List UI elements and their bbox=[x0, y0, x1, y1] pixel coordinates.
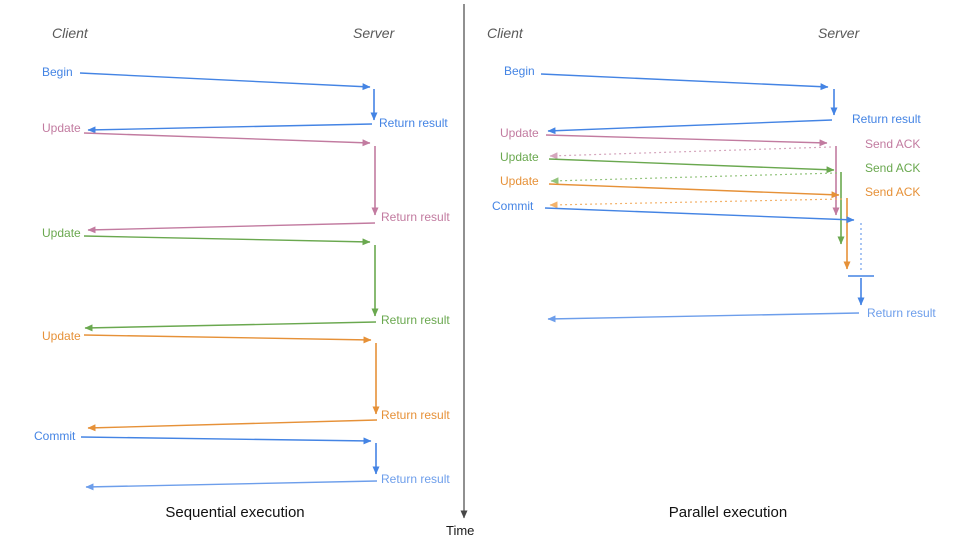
par-update1-ack-line bbox=[549, 146, 832, 160]
seq-begin-label: Begin bbox=[42, 65, 73, 79]
par-commit-return-line bbox=[547, 312, 860, 323]
seq-update3-request-line bbox=[83, 334, 372, 344]
seq-commit-label: Commit bbox=[34, 429, 76, 443]
par-begin-return-line bbox=[547, 119, 833, 135]
seq-commit-return-line bbox=[85, 480, 378, 491]
par-update2-ack-line bbox=[550, 172, 838, 185]
par-commit-return-label: Return result bbox=[867, 306, 936, 320]
par-update2-request-line bbox=[548, 158, 835, 174]
par-update2-label: Update bbox=[500, 150, 539, 164]
par-update3-request-line bbox=[548, 183, 840, 199]
seq-commit-return-label: Return result bbox=[381, 472, 450, 486]
seq-begin-return-label: Return result bbox=[379, 116, 448, 130]
par-update2-ack-label: Send ACK bbox=[865, 161, 921, 175]
par-begin-request-line bbox=[540, 73, 829, 91]
seq-update1-request-line bbox=[83, 132, 371, 147]
par-update3-ack-label: Send ACK bbox=[865, 185, 921, 199]
par-commit-label: Commit bbox=[492, 199, 534, 213]
par-begin-label: Begin bbox=[504, 64, 535, 78]
seq-commit-request-line bbox=[80, 436, 372, 445]
seq-update3-label: Update bbox=[42, 329, 81, 343]
par-update1-request-line bbox=[545, 134, 828, 147]
seq-client-heading: Client bbox=[52, 25, 88, 41]
par-update1-label: Update bbox=[500, 126, 539, 140]
par-client-heading: Client bbox=[487, 25, 523, 41]
seq-server-heading: Server bbox=[353, 25, 395, 41]
seq-panel-caption: Sequential execution bbox=[165, 504, 305, 521]
seq-update1-label: Update bbox=[42, 121, 81, 135]
seq-begin-request-line bbox=[79, 72, 371, 91]
par-panel-caption: Parallel execution bbox=[668, 504, 788, 521]
par-commit-request-line bbox=[544, 207, 855, 224]
seq-update1-return-line bbox=[87, 222, 376, 234]
seq-update2-label: Update bbox=[42, 226, 81, 240]
seq-update2-return-line bbox=[84, 321, 377, 332]
seq-update2-return-label: Return result bbox=[381, 313, 450, 327]
par-begin-return-label: Return result bbox=[852, 112, 921, 126]
seq-begin-return-line bbox=[87, 123, 373, 134]
seq-update1-return-label: Return result bbox=[381, 210, 450, 224]
par-update3-ack-line bbox=[549, 198, 843, 209]
seq-update2-request-line bbox=[83, 235, 371, 246]
par-update1-ack-label: Send ACK bbox=[865, 137, 921, 151]
seq-update3-return-line bbox=[87, 419, 378, 432]
time-axis-label: Time bbox=[446, 523, 475, 538]
par-server-heading: Server bbox=[818, 25, 860, 41]
par-update3-label: Update bbox=[500, 174, 539, 188]
seq-update3-return-label: Return result bbox=[381, 408, 450, 422]
